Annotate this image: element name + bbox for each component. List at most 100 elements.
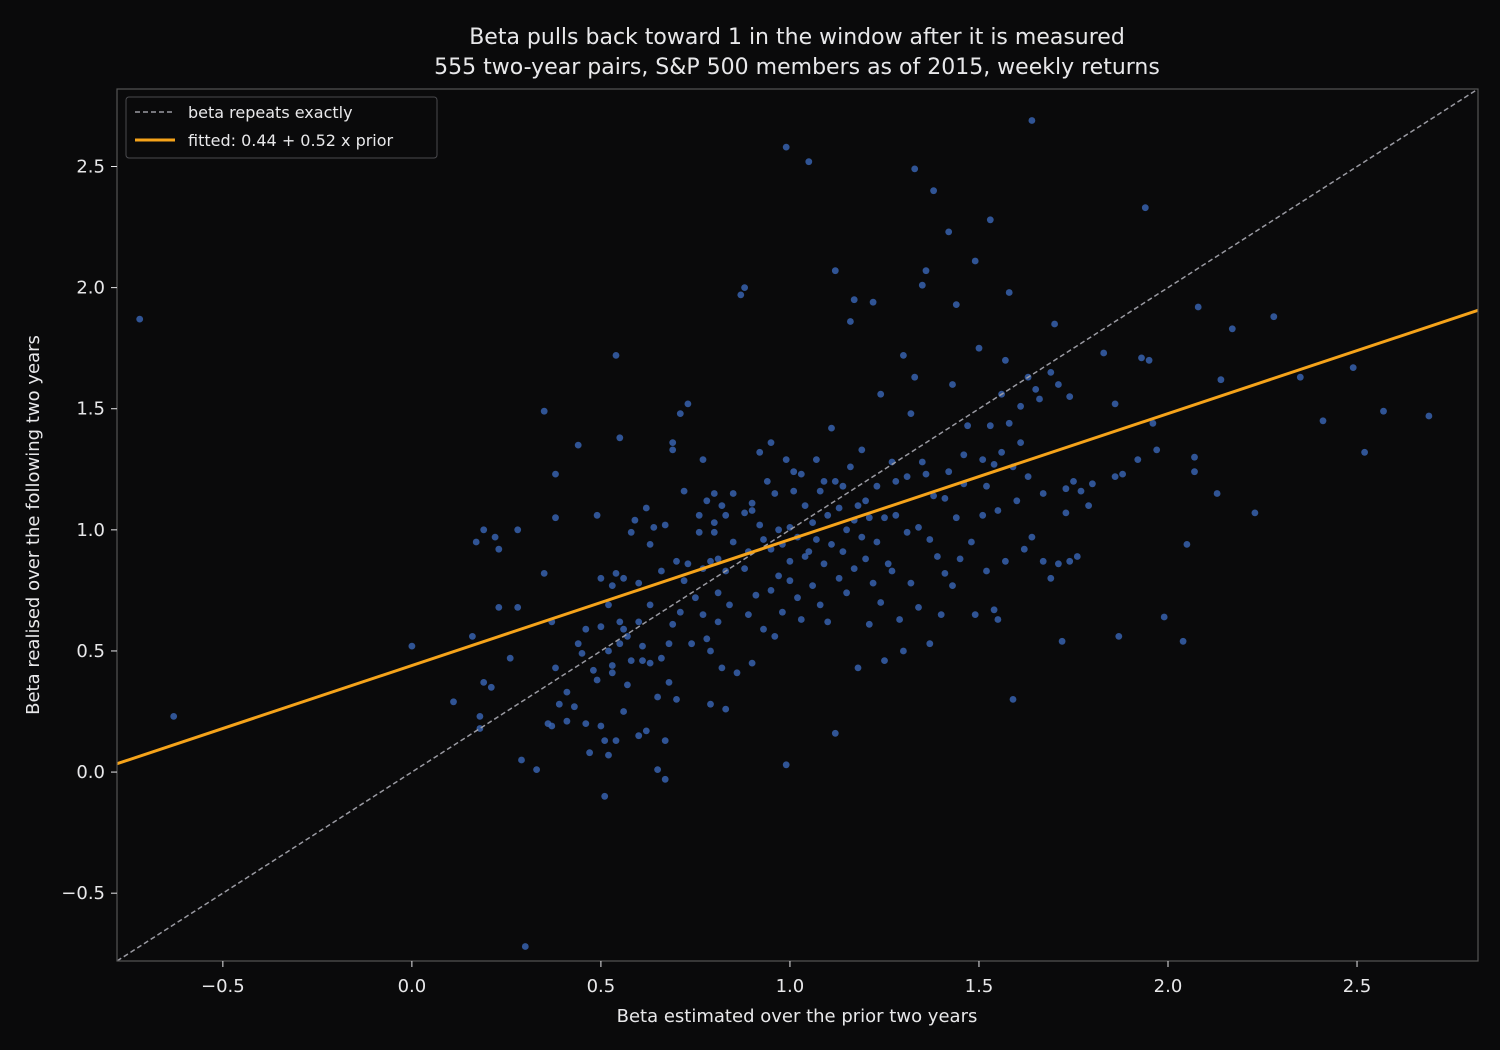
scatter-point <box>926 536 934 543</box>
scatter-point <box>563 688 571 696</box>
scatter-point <box>782 456 790 463</box>
scatter-point <box>881 657 888 664</box>
scatter-point <box>450 698 457 706</box>
scatter-point <box>1058 637 1066 645</box>
scatter-point <box>952 514 960 522</box>
scatter-point <box>707 557 714 565</box>
scatter-point <box>986 216 994 224</box>
scatter-point <box>794 594 801 602</box>
scatter-point <box>593 676 601 684</box>
scatter-point <box>714 555 722 563</box>
y-tick-label: 0.0 <box>76 762 105 783</box>
y-tick-label: −0.5 <box>61 883 105 904</box>
scatter-point <box>1111 400 1119 408</box>
scatter-point <box>1005 419 1013 427</box>
x-tick-label: 0.0 <box>398 976 427 997</box>
scatter-point <box>552 470 559 478</box>
scatter-point <box>998 448 1005 456</box>
scatter-point <box>605 647 612 655</box>
scatter-point <box>786 524 794 531</box>
scatter-point <box>661 775 669 783</box>
scatter-point <box>1070 478 1077 485</box>
scatter-point <box>771 490 779 497</box>
scatter-point <box>495 545 503 553</box>
scatter-point <box>873 538 881 546</box>
scatter-point <box>699 611 707 618</box>
scatter-point <box>676 608 684 616</box>
scatter-point <box>514 526 522 534</box>
scatter-point <box>710 490 718 497</box>
scatter-point <box>930 187 937 195</box>
scatter-point <box>1020 545 1028 553</box>
scatter-point <box>1251 509 1259 517</box>
scatter-point <box>990 606 998 614</box>
scatter-point <box>612 352 620 359</box>
scatter-point <box>741 284 748 291</box>
scatter-point <box>1073 553 1081 560</box>
scatter-point <box>487 683 495 691</box>
scatter-point <box>1217 376 1225 384</box>
scatter-point <box>639 657 646 664</box>
scatter-point <box>593 511 601 519</box>
scatter-point <box>665 640 673 648</box>
scatter-point <box>779 608 786 616</box>
scatter-point <box>476 713 484 720</box>
scatter-point <box>1066 393 1074 400</box>
scatter-point <box>986 422 994 430</box>
scatter-point <box>918 458 926 466</box>
scatter-point <box>1228 325 1236 333</box>
scatter-point <box>741 565 748 572</box>
scatter-point <box>574 640 582 648</box>
scatter-point <box>597 623 605 631</box>
scatter-point <box>555 700 563 708</box>
scatter-point <box>616 640 624 648</box>
scatter-point <box>816 487 824 495</box>
scatter-point <box>835 504 843 512</box>
scatter-point <box>839 482 847 490</box>
scatter-point <box>688 640 695 648</box>
scatter-point <box>707 700 714 708</box>
scatter-point <box>907 579 915 587</box>
scatter-point <box>635 732 643 740</box>
scatter-point <box>695 528 703 536</box>
scatter-point <box>684 400 692 408</box>
scatter-point <box>722 705 730 713</box>
x-tick-label: 1.5 <box>965 976 994 997</box>
scatter-point <box>801 553 809 560</box>
scatter-point <box>669 620 677 628</box>
scatter-point <box>903 528 911 536</box>
x-tick-label: 0.5 <box>587 976 616 997</box>
scatter-point <box>597 722 605 730</box>
scatter-point <box>707 647 714 655</box>
scatter-point <box>971 611 979 618</box>
scatter-point <box>1100 349 1108 357</box>
scatter-point <box>1062 509 1070 517</box>
scatter-point <box>620 708 627 715</box>
scatter-point <box>703 497 711 505</box>
scatter-point <box>831 267 839 275</box>
y-axis-ticks: −0.5 0.0 0.5 1.0 1.5 2.0 2.5 <box>61 157 117 904</box>
scatter-point <box>1039 557 1047 565</box>
scatter-point <box>956 555 964 563</box>
scatter-point <box>548 722 556 730</box>
scatter-point <box>658 567 665 575</box>
scatter-point <box>1319 417 1327 425</box>
scatter-point <box>480 679 488 686</box>
scatter-point <box>722 511 730 519</box>
scatter-point <box>733 669 741 677</box>
scatter-point <box>590 666 597 674</box>
scatter-point <box>552 514 559 522</box>
scatter-point <box>756 448 764 456</box>
scatter-point <box>1149 419 1157 427</box>
scatter-point <box>469 633 476 640</box>
scatter-point <box>801 502 809 509</box>
scatter-point <box>1179 637 1187 645</box>
scatter-point <box>797 470 805 478</box>
scatter-point <box>1119 470 1126 478</box>
scatter-point <box>813 536 820 543</box>
scatter-point <box>994 616 1002 623</box>
scatter-point <box>960 451 968 459</box>
scatter-point <box>601 737 609 744</box>
y-tick-label: 0.5 <box>76 641 105 662</box>
scatter-point <box>1017 402 1024 410</box>
